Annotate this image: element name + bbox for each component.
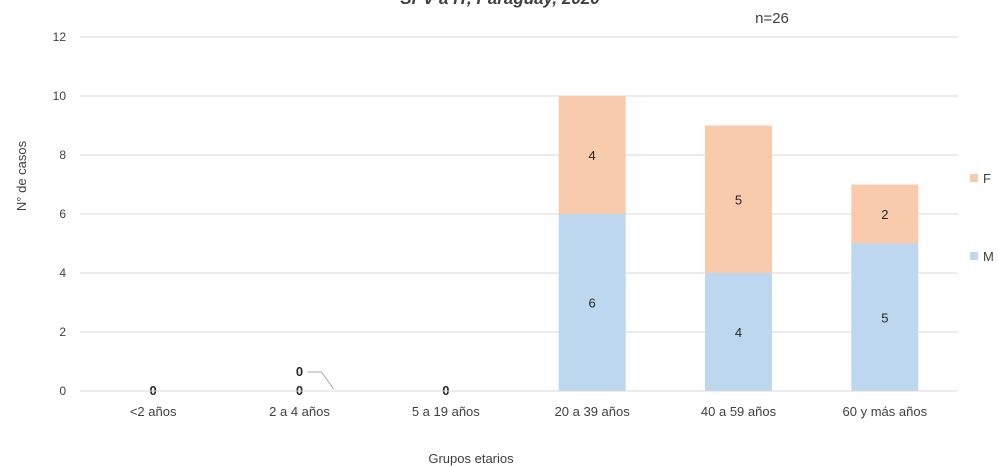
x-axis-title: Grupos etarios bbox=[428, 451, 514, 466]
x-tick-label: <2 años bbox=[130, 404, 177, 419]
legend-label-m: M bbox=[983, 249, 994, 264]
y-tick-label: 2 bbox=[59, 325, 66, 339]
y-tick-label: 0 bbox=[59, 384, 66, 398]
bar-segment-f bbox=[558, 96, 626, 214]
y-tick-label: 12 bbox=[53, 30, 67, 44]
x-tick-label: 2 a 4 años bbox=[269, 404, 330, 419]
legend-swatch-f bbox=[970, 174, 978, 182]
y-tick-label: 6 bbox=[59, 207, 66, 221]
y-tick-label: 8 bbox=[59, 148, 66, 162]
chart-title: SPV a IT, Paraguay, 2020 bbox=[400, 0, 600, 8]
grid-layer bbox=[80, 36, 958, 392]
data-label: 2 bbox=[881, 207, 888, 222]
data-label: 6 bbox=[589, 296, 596, 311]
chart-subtitle: n=26 bbox=[755, 10, 789, 27]
leader-line bbox=[307, 371, 334, 390]
bars-layer bbox=[558, 96, 919, 391]
data-label: 0 bbox=[296, 364, 303, 379]
x-tick-label: 20 a 39 años bbox=[555, 404, 631, 419]
y-axis-title: N° de casos bbox=[14, 140, 29, 211]
bar-segment-f bbox=[705, 125, 772, 273]
bar-segment-f bbox=[851, 184, 919, 244]
y-tick-label: 4 bbox=[59, 266, 66, 280]
data-label: 5 bbox=[735, 192, 742, 207]
bar-segment-m bbox=[705, 273, 772, 391]
x-tick-label: 5 a 19 años bbox=[412, 404, 480, 419]
x-tick-label: 40 a 59 años bbox=[701, 404, 777, 419]
data-label: 4 bbox=[735, 325, 742, 340]
legend-swatch-m bbox=[970, 252, 978, 260]
x-tick-label: 60 y más años bbox=[843, 404, 928, 419]
legend: FM bbox=[970, 171, 994, 264]
legend-label-f: F bbox=[983, 171, 991, 186]
bar-segment-m bbox=[851, 243, 919, 391]
data-label: 5 bbox=[881, 310, 888, 325]
bar-segment-m bbox=[558, 214, 626, 391]
axes-layer: 0 2 4 6 8 10 12 <2 años 2 a 4 años 5 a 19 años 20 … bbox=[53, 30, 958, 419]
y-tick-label: 10 bbox=[53, 89, 67, 103]
data-label: 4 bbox=[589, 148, 596, 163]
